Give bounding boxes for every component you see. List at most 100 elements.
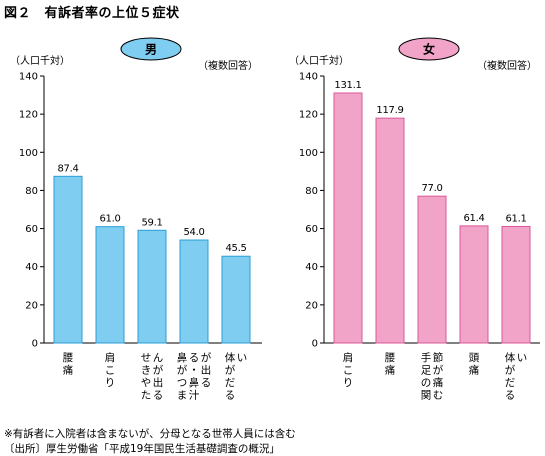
female-y-tick-label: 140 <box>299 72 318 83</box>
male-bar <box>95 226 125 344</box>
female-y-tick-label: 20 <box>305 300 318 311</box>
female-category-char: む <box>433 390 444 402</box>
female-badge-shape <box>398 37 460 61</box>
female-category-char: 肩 <box>343 351 354 364</box>
male-category-char: こ <box>105 365 116 377</box>
male-category-char: 出 <box>201 364 212 377</box>
female-category-char: い <box>517 352 528 364</box>
female-value-label: 61.1 <box>505 213 526 224</box>
female-value-label: 117.9 <box>376 105 403 116</box>
male-category-char: が <box>177 364 188 377</box>
female-y-tick-label: 100 <box>299 148 318 159</box>
female-value-label: 61.4 <box>463 213 484 224</box>
male-category-char: が <box>153 364 164 377</box>
male-category-char: い <box>237 352 248 364</box>
male-category-char: 痛 <box>63 364 74 377</box>
female-bar <box>417 195 447 344</box>
male-category-char: つ <box>177 377 188 389</box>
male-badge-label: 男 <box>145 43 157 57</box>
male-category-char: だ <box>225 377 236 389</box>
female-category-char: が <box>433 364 444 377</box>
male-category-char: 鼻 <box>177 351 188 364</box>
male-category-char: 体 <box>225 352 236 364</box>
female-bar <box>375 117 405 344</box>
male-category-char: 出 <box>153 376 164 389</box>
female-category-char: る <box>505 390 516 402</box>
female-category-char: が <box>505 364 516 377</box>
female-note-label: （複数回答） <box>477 59 537 72</box>
female-y-tick-label: 0 <box>312 339 318 350</box>
female-bar <box>333 92 363 344</box>
male-category-char: ・ <box>189 365 200 377</box>
female-category-char: の <box>421 377 432 389</box>
male-value-label: 59.1 <box>141 217 162 228</box>
female-category-char: 痛 <box>385 364 396 377</box>
male-note-label: （複数回答） <box>198 59 258 72</box>
female-y-tick-label: 60 <box>305 224 318 235</box>
male-y-tick-label: 140 <box>19 72 38 83</box>
male-category-char: 肩 <box>105 351 116 364</box>
male-value-label: 54.0 <box>183 227 204 238</box>
male-y-tick-label: 100 <box>19 148 38 159</box>
female-chart: 女 （人口千対） （複数回答） 0 20 40 60 80 100 120 140 131.1 肩こり 1… <box>289 37 540 402</box>
female-bar <box>501 225 531 344</box>
male-category-char: が <box>201 351 212 364</box>
male-category-char: 汁 <box>189 389 200 402</box>
male-category-char: せ <box>141 352 152 364</box>
female-category-label: 頭痛 <box>469 352 480 377</box>
male-badge-shape <box>120 37 182 61</box>
footnote-exclusion: ※有訴者に入院者は含まないが、分母となる世帯人員には含む <box>4 428 296 440</box>
male-y-tick-label: 120 <box>19 110 38 121</box>
male-category-char: ま <box>177 390 188 402</box>
female-badge-label: 女 <box>423 42 435 57</box>
female-category-label: 腰痛 <box>385 352 396 377</box>
male-y-tick-label: 60 <box>25 224 38 235</box>
male-category-char: 鼻 <box>189 376 200 389</box>
female-badge: 女 <box>398 37 460 61</box>
male-badge: 男 <box>120 37 182 61</box>
male-bar <box>53 175 83 344</box>
male-bar <box>137 229 167 344</box>
male-value-label: 45.5 <box>225 243 246 254</box>
male-bar <box>179 239 209 344</box>
female-unit-label: （人口千対） <box>289 54 349 67</box>
female-category-char: り <box>343 377 354 389</box>
male-y-tick-label: 40 <box>25 262 38 273</box>
male-category-char: ん <box>153 352 164 364</box>
female-value-label: 77.0 <box>421 183 442 194</box>
male-category-char: や <box>141 377 152 389</box>
male-category-char: き <box>141 365 152 377</box>
female-category-char: 節 <box>433 351 444 364</box>
female-category-char: 頭 <box>469 352 480 364</box>
male-y-tick-label: 20 <box>25 300 38 311</box>
female-category-char: 体 <box>505 352 516 364</box>
female-category-char: こ <box>343 365 354 377</box>
female-y-tick-label: 80 <box>305 186 318 197</box>
female-y-tick-label: 40 <box>305 262 318 273</box>
female-category-char: 痛 <box>469 364 480 377</box>
footnote-source: 〔出所〕厚生労働省「平成19年国民生活基礎調査の概況」 <box>4 443 280 455</box>
male-bar <box>221 255 251 344</box>
figure-title: 図２ 有訴者率の上位５症状 <box>4 6 180 21</box>
male-category-char: た <box>141 390 152 402</box>
male-category-char: る <box>201 377 212 389</box>
male-y-tick-label: 0 <box>32 339 38 350</box>
male-category-label: 肩こり <box>105 351 116 389</box>
male-value-label: 87.4 <box>57 163 78 174</box>
male-category-char: る <box>153 390 164 402</box>
female-value-label: 131.1 <box>334 80 361 91</box>
male-category-char: り <box>105 377 116 389</box>
male-value-label: 61.0 <box>99 214 120 225</box>
female-category-label: 肩こり <box>343 351 354 389</box>
female-category-char: 関 <box>421 390 432 402</box>
male-chart: 男 （人口千対） （複数回答） 0 20 40 60 80 100 120 140 87.4 腰痛 61.… <box>10 37 262 402</box>
female-bar <box>459 225 489 344</box>
male-unit-label: （人口千対） <box>10 54 70 67</box>
female-category-char: 腰 <box>385 352 396 364</box>
male-category-char: が <box>225 364 236 377</box>
charts-canvas: 男 （人口千対） （複数回答） 0 20 40 60 80 100 120 140 87.4 腰痛 61.… <box>10 37 540 402</box>
